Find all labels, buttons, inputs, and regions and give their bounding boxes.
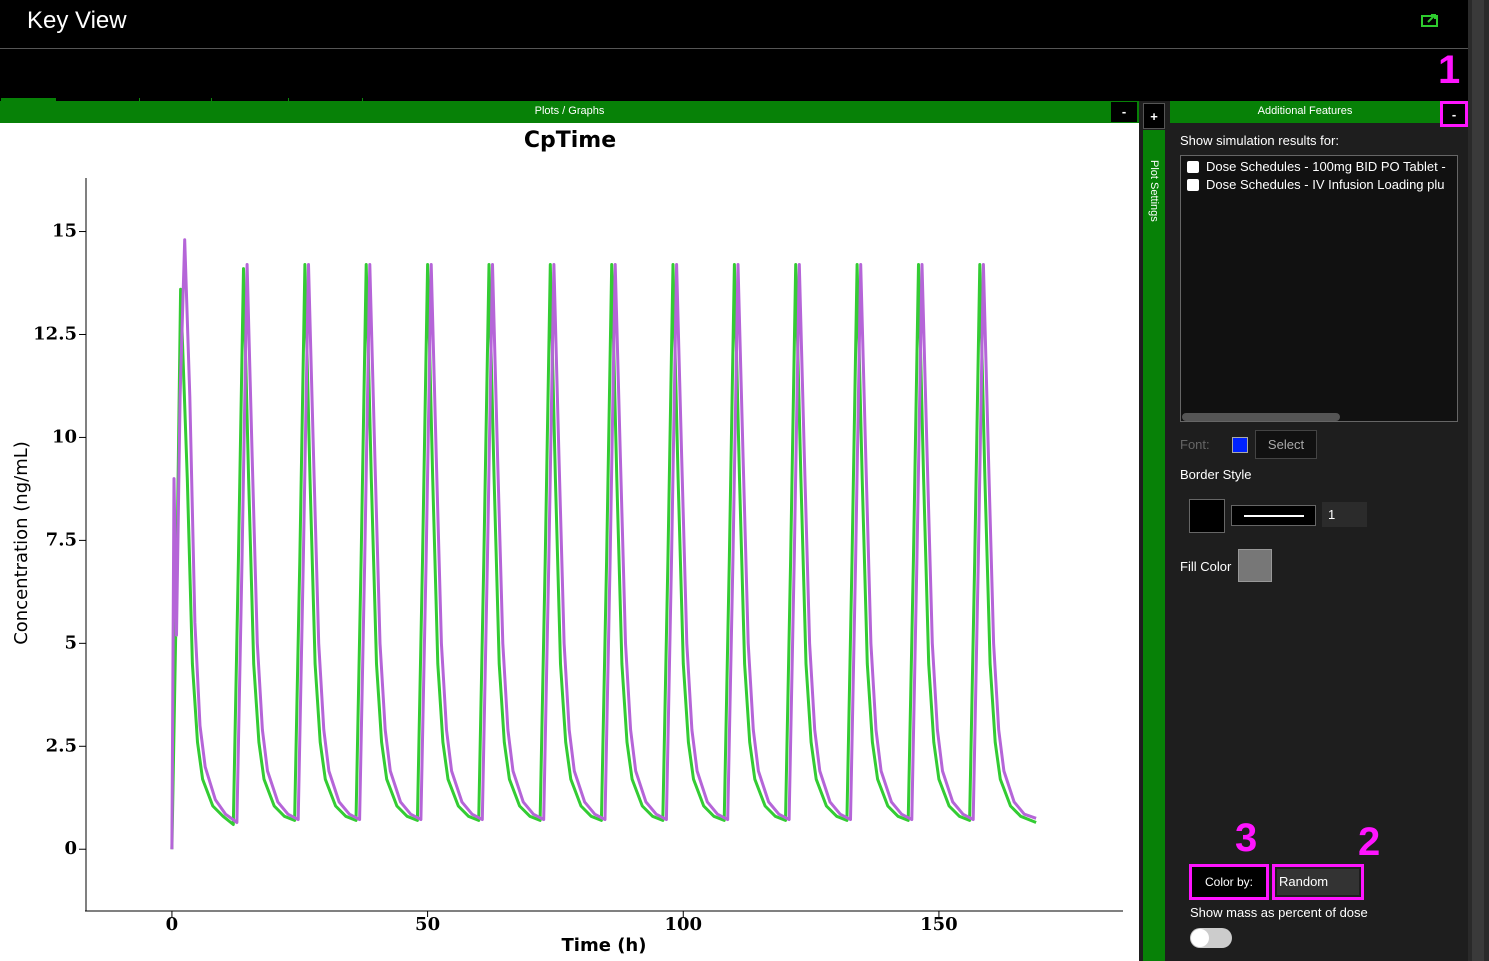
features-panel: Additional Features - Show simulation re…: [1170, 101, 1468, 961]
title-bar: Key View: [0, 0, 1468, 48]
collapse-plots[interactable]: -: [1111, 102, 1137, 122]
fill-color-label: Fill Color: [1180, 559, 1232, 574]
plot-settings-tab[interactable]: Plot Settings: [1143, 130, 1165, 961]
x-tick-label: 100: [664, 914, 702, 935]
popout-icon[interactable]: [1421, 13, 1439, 28]
x-tick-label: 150: [920, 914, 958, 935]
expand-settings[interactable]: +: [1143, 103, 1165, 129]
checkbox[interactable]: [1187, 179, 1199, 191]
select-button[interactable]: Select: [1255, 430, 1317, 459]
chart: CpTime Time (h) Concentration (ng/mL) 0 2…: [0, 123, 1139, 961]
toggle[interactable]: [1190, 928, 1232, 948]
results-label: Show simulation results for:: [1180, 133, 1339, 148]
annotation: 2: [1358, 820, 1381, 864]
border-color[interactable]: [1189, 499, 1225, 533]
chart-title: CpTime: [524, 128, 616, 153]
series-line: [170, 238, 1037, 850]
color-by-select[interactable]: Random: [1272, 864, 1364, 900]
plots-header: Plots / Graphs: [0, 101, 1139, 123]
collapse-features[interactable]: -: [1440, 101, 1468, 127]
border-width[interactable]: 1: [1322, 502, 1367, 527]
window-title: Key View: [27, 7, 127, 34]
show-mass-label: Show mass as percent of dose: [1190, 905, 1368, 920]
color-by-value[interactable]: Random: [1277, 869, 1359, 895]
x-tick-label: 50: [415, 914, 440, 935]
features-header: Additional Features: [1170, 101, 1440, 123]
x-axis-label: Time (h): [562, 935, 647, 956]
scroll-thumb[interactable]: [1472, 0, 1484, 961]
tab-bar: CpTimeAbsorption &DissolutionRegionalAbs…: [0, 48, 1468, 149]
x-tick-label: 0: [166, 914, 179, 935]
plot-settings-label: Plot Settings: [1148, 160, 1160, 222]
checkbox[interactable]: [1187, 161, 1199, 173]
y-tick-label: 0: [64, 838, 77, 859]
series-line: [170, 263, 1037, 850]
result-item[interactable]: Dose Schedules - 100mg BID PO Tablet -: [1206, 159, 1446, 174]
font-color[interactable]: [1232, 437, 1248, 453]
y-tick-label: 15: [52, 221, 77, 242]
annotation: 1: [1438, 48, 1461, 92]
border-style-label: Border Style: [1180, 467, 1252, 482]
annotation: 3: [1235, 816, 1258, 860]
y-tick-label: 12.5: [33, 323, 77, 344]
y-tick-label: 10: [52, 426, 77, 447]
font-label: Font:: [1180, 437, 1210, 452]
features-title: Additional Features: [1257, 105, 1353, 117]
fill-color[interactable]: [1238, 549, 1272, 582]
result-item[interactable]: Dose Schedules - IV Infusion Loading plu: [1206, 177, 1445, 192]
y-tick-label: 7.5: [46, 529, 77, 550]
h-scroll-thumb[interactable]: [1182, 413, 1340, 421]
line-style[interactable]: [1231, 505, 1316, 526]
scrollbar[interactable]: [1468, 0, 1489, 961]
y-tick-label: 2.5: [46, 735, 77, 756]
results-list: Dose Schedules - 100mg BID PO Tablet - D…: [1180, 155, 1458, 422]
y-axis-label: Concentration (ng/mL): [11, 441, 32, 645]
y-tick-label: 5: [64, 632, 77, 653]
color-by-label: Color by:: [1189, 864, 1269, 900]
plots-title: Plots / Graphs: [534, 105, 605, 117]
